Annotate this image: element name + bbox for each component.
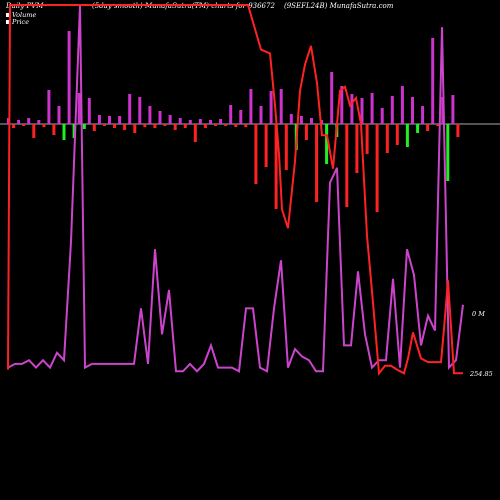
pvm-bar xyxy=(133,124,137,133)
pvm-bar xyxy=(395,124,399,145)
pvm-bar xyxy=(315,124,319,202)
pvm-bar xyxy=(229,105,233,124)
pvm-bar xyxy=(431,38,435,124)
pvm-bar xyxy=(411,97,414,124)
volume-right-label: 0 M xyxy=(472,310,485,318)
pvm-bar xyxy=(269,91,273,124)
pvm-bar xyxy=(421,106,425,124)
legend-volume-label: Volume xyxy=(12,11,36,19)
pvm-bar xyxy=(103,124,106,126)
price-last-label: 254.85 xyxy=(469,370,493,378)
pvm-bar xyxy=(400,86,404,124)
pvm-bar xyxy=(330,72,334,124)
pvm-bar xyxy=(299,116,303,124)
pvm-bar xyxy=(304,124,308,140)
pvm-bar xyxy=(173,124,177,130)
pvm-bar xyxy=(178,118,182,124)
pvm-bar xyxy=(426,124,430,131)
legend: Volume Price xyxy=(6,11,36,26)
pvm-bar xyxy=(72,124,76,138)
pvm-bar xyxy=(67,31,71,124)
legend-price-label: Price xyxy=(11,18,29,26)
pvm-bar xyxy=(249,89,253,124)
volume-line xyxy=(7,4,464,373)
pvm-bar xyxy=(284,124,288,170)
pvm-bar xyxy=(198,119,202,124)
pvm-bar xyxy=(375,124,379,212)
pvm-bar xyxy=(113,124,116,128)
pvm-bar xyxy=(310,118,313,124)
pvm-bar xyxy=(360,98,364,124)
pvm-bar xyxy=(188,120,192,124)
pvm-bar xyxy=(193,124,197,142)
pvm-bar xyxy=(446,124,450,181)
pvm-bars xyxy=(7,31,460,212)
pvm-bar xyxy=(214,124,217,126)
header-right: (9SEFL24B) MunafaSutra.com xyxy=(284,2,394,10)
pvm-bar xyxy=(97,115,101,124)
pvm-bar xyxy=(92,124,96,131)
pvm-bar xyxy=(234,124,238,127)
pvm-bar xyxy=(163,124,167,126)
pvm-bar xyxy=(82,124,86,129)
pvm-bar xyxy=(259,106,263,124)
pvm-bar xyxy=(42,124,46,127)
pvm-bar xyxy=(138,97,142,124)
pvm-bar xyxy=(365,124,369,154)
legend-volume-swatch xyxy=(6,13,10,17)
pvm-bar xyxy=(158,111,162,124)
pvm-bar xyxy=(456,124,460,137)
pvm-bar xyxy=(87,98,91,124)
pvm-bar xyxy=(143,124,147,127)
pvm-bar xyxy=(390,96,394,124)
pvm-bar xyxy=(405,124,409,147)
pvm-bar xyxy=(153,124,157,128)
pvm-bar xyxy=(355,124,359,173)
pvm-bar xyxy=(118,116,122,124)
pvm-bar xyxy=(325,124,329,164)
pvm-bar xyxy=(128,94,132,124)
pvm-bar xyxy=(12,124,16,128)
pvm-bar xyxy=(416,124,420,133)
pvm-bar xyxy=(37,120,41,124)
pvm-bar xyxy=(123,124,127,130)
pvm-bar xyxy=(183,124,187,128)
pvm-bar xyxy=(168,115,172,124)
pvm-bar xyxy=(22,124,26,126)
pvm-bar xyxy=(108,116,111,124)
pvm-bar xyxy=(209,120,212,124)
pvm-bar xyxy=(279,89,283,124)
pvm-bar xyxy=(47,90,51,124)
pvm-bar xyxy=(264,124,268,167)
pvm-bar xyxy=(370,93,374,124)
pvm-bar xyxy=(451,95,455,124)
pvm-bar xyxy=(17,120,21,124)
pvm-bar xyxy=(340,86,344,124)
pvm-bar xyxy=(436,124,440,126)
pvm-bar xyxy=(77,93,81,124)
pvm-bar xyxy=(203,124,207,128)
pvm-bar xyxy=(350,94,354,124)
pvm-bar xyxy=(219,119,223,124)
pvm-bar xyxy=(52,124,56,135)
pvm-bar xyxy=(274,124,278,209)
pvm-bar xyxy=(289,114,293,124)
pvm-bar xyxy=(27,118,31,124)
pvm-bar xyxy=(62,124,66,140)
pvm-bar xyxy=(254,124,258,184)
price-line xyxy=(7,4,463,376)
pvm-bar xyxy=(244,124,248,127)
pvm-bar xyxy=(239,110,243,124)
pvm-bar xyxy=(380,108,384,124)
legend-price-swatch xyxy=(6,20,10,24)
pvm-bar xyxy=(32,124,36,138)
pvm-bar xyxy=(224,124,228,126)
pvm-bar xyxy=(385,124,389,153)
pvm-bar xyxy=(57,106,61,124)
pvm-bar xyxy=(345,124,349,207)
pvm-bar xyxy=(148,106,152,124)
